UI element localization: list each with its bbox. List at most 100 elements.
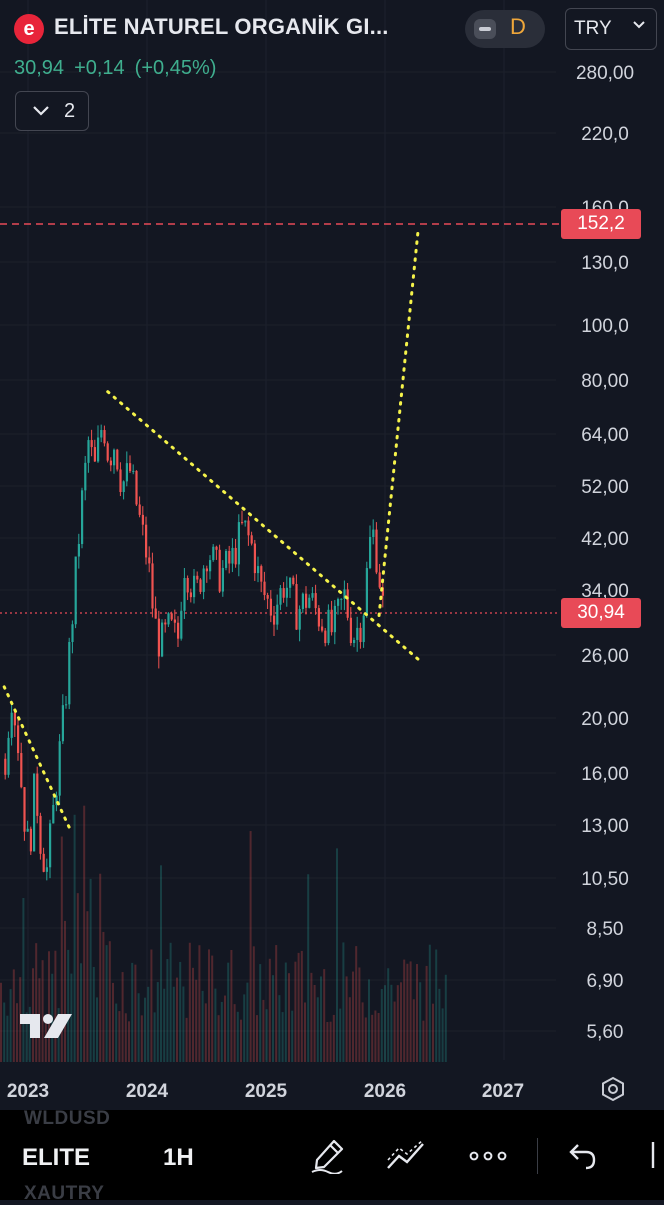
candle-body	[372, 529, 375, 537]
candle-body	[356, 627, 359, 640]
volume-bar	[25, 1012, 28, 1062]
volume-bar	[345, 976, 348, 1062]
bottom-toolbar	[0, 1110, 664, 1200]
undo-icon[interactable]	[568, 1138, 598, 1174]
company-logo[interactable]: e	[14, 14, 44, 44]
volume-bar	[211, 955, 214, 1062]
candle-body	[157, 618, 160, 657]
candle-body	[125, 463, 128, 482]
price-chart[interactable]: 280,00220,0160,0130,0100,080,0064,0052,0…	[0, 0, 664, 1110]
y-axis-tick-label: 26,00	[581, 646, 629, 667]
x-axis-tick-label: 2023	[7, 1081, 49, 1102]
symbol-title[interactable]: ELİTE NATUREL ORGANİK GI...	[54, 14, 389, 39]
candle-body	[90, 440, 93, 448]
candle-body	[170, 613, 173, 620]
candle-body	[337, 599, 340, 606]
volume-bar	[428, 944, 431, 1062]
volume-bar	[80, 963, 82, 1062]
candle-body	[353, 639, 356, 644]
volume-bar	[86, 911, 89, 1062]
currency-select[interactable]: TRY	[565, 8, 657, 50]
volume-bar	[444, 974, 447, 1062]
volume-bar	[28, 1006, 31, 1062]
candle-body	[183, 578, 186, 611]
redo-icon[interactable]	[645, 1138, 664, 1174]
candle-body	[58, 741, 61, 796]
candle-body	[186, 578, 189, 593]
y-axis-tick-label: 13,00	[581, 816, 629, 837]
candle-body	[17, 725, 20, 754]
candle-body	[7, 737, 10, 775]
chevron-down-icon	[633, 21, 645, 29]
y-axis-tick-label: 130,0	[581, 253, 629, 274]
volume-bar	[310, 972, 313, 1062]
volume-bar	[134, 964, 137, 1062]
y-axis-tick-label: 280,00	[576, 63, 634, 84]
candle-body	[340, 598, 343, 600]
candle-body	[244, 520, 247, 523]
chart-settings-icon[interactable]	[600, 1076, 626, 1102]
volume-bar	[124, 1013, 127, 1062]
watchlist-ticker-above[interactable]: WLDUSD	[24, 1108, 111, 1129]
candle-body	[122, 481, 125, 493]
candle-body	[273, 615, 276, 625]
volume-bar	[403, 959, 406, 1062]
indicators-collapse-button[interactable]: 2	[15, 91, 89, 131]
volume-bar	[262, 999, 265, 1062]
volume-bar	[243, 994, 246, 1062]
candle-body	[375, 529, 378, 573]
symbol-button[interactable]: ELITE	[22, 1144, 91, 1171]
volume-bar	[377, 1012, 380, 1062]
volume-bar	[12, 969, 15, 1062]
candle-body	[13, 712, 16, 726]
volume-bar	[195, 979, 198, 1062]
volume-bar	[323, 969, 326, 1062]
interval-toggle[interactable]: D	[465, 10, 545, 48]
volume-bar	[291, 1010, 294, 1062]
candle-body	[138, 504, 141, 515]
x-axis-tick-label: 2025	[245, 1081, 288, 1102]
volume-bar	[54, 950, 57, 1062]
candle-body	[135, 470, 138, 505]
last-price-tag: 30,94	[561, 598, 641, 628]
candle-body	[228, 551, 231, 564]
volume-bar	[188, 942, 191, 1062]
candle-body	[52, 804, 55, 824]
candle-body	[311, 593, 314, 598]
watchlist-ticker-below[interactable]: XAUTRY	[24, 1183, 105, 1204]
more-options-icon[interactable]	[468, 1138, 508, 1174]
tradingview-logo-icon	[20, 1014, 72, 1038]
volume-bar	[265, 1009, 268, 1062]
volume-bar	[160, 865, 162, 1062]
volume-bar	[435, 949, 438, 1062]
candle-body	[177, 622, 180, 639]
x-axis-tick-label: 2026	[364, 1081, 406, 1102]
candle-body	[106, 443, 109, 461]
volume-bar	[406, 963, 409, 1062]
candle-body	[381, 587, 384, 596]
volume-bar	[307, 874, 310, 1062]
volume-bar	[233, 1004, 236, 1062]
volume-bar	[355, 946, 358, 1062]
volume-bar	[3, 1002, 6, 1062]
volume-bar	[153, 1012, 156, 1062]
timeframe-button[interactable]: 1H	[163, 1144, 194, 1171]
pen-draw-icon[interactable]	[308, 1138, 346, 1174]
volume-bar	[67, 949, 70, 1062]
target-price-tag: 152,2	[561, 209, 641, 239]
candle-body	[113, 449, 116, 466]
volume-bar	[246, 982, 249, 1062]
volume-bar	[384, 985, 386, 1062]
volume-bar	[144, 997, 146, 1062]
volume-bar	[128, 1021, 130, 1062]
volume-bar	[409, 961, 412, 1062]
volume-bar	[281, 1012, 284, 1062]
volume-bar	[172, 986, 175, 1062]
volume-bar	[16, 1003, 18, 1062]
trend-lines-icon[interactable]	[385, 1138, 427, 1174]
volume-bar	[259, 964, 262, 1062]
chart-area[interactable]: 280,00220,0160,0130,0100,080,0064,0052,0…	[0, 0, 664, 1110]
volume-bar	[76, 893, 79, 1062]
volume-bar	[336, 848, 338, 1062]
volume-bar	[329, 1021, 332, 1062]
